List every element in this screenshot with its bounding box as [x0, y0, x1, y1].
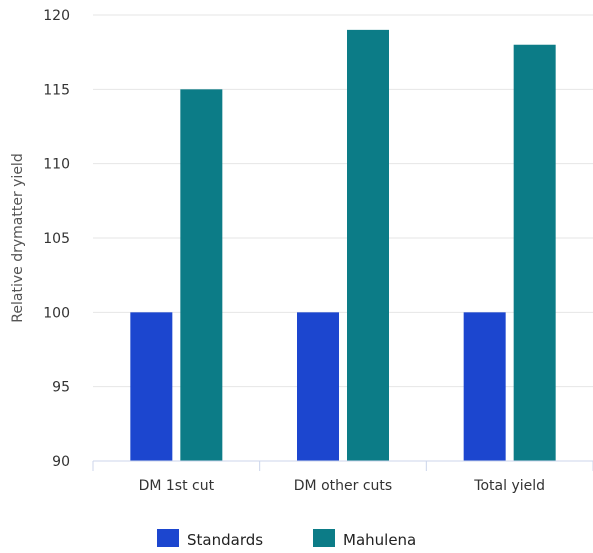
- x-tick-label: DM other cuts: [294, 478, 392, 494]
- legend[interactable]: Standards Mahulena: [157, 529, 416, 549]
- y-tick-label: 100: [43, 305, 70, 321]
- y-axis-title: Relative drymatter yield: [10, 153, 26, 322]
- legend-swatch-standards[interactable]: [157, 529, 179, 547]
- y-tick-label: 120: [43, 8, 70, 24]
- bar-mahulena-1[interactable]: [180, 89, 223, 461]
- bar-mahulena-2[interactable]: [347, 29, 389, 461]
- bar-standards-3[interactable]: [463, 312, 506, 461]
- y-tick-label: 90: [52, 454, 70, 470]
- x-axis: DM 1st cut DM other cuts Total yield: [92, 460, 593, 494]
- y-axis-ticks: 90 95 100 105 110 115 120: [43, 8, 70, 470]
- bar-mahulena-3[interactable]: [513, 44, 556, 461]
- legend-swatch-mahulena[interactable]: [313, 529, 335, 547]
- y-tick-label: 95: [52, 380, 70, 396]
- x-tick-label: Total yield: [473, 478, 545, 494]
- legend-label-standards[interactable]: Standards: [187, 531, 263, 549]
- y-tick-label: 110: [43, 157, 70, 173]
- y-tick-label: 105: [43, 231, 70, 247]
- x-tick-label: DM 1st cut: [139, 478, 215, 494]
- bars: [130, 29, 556, 461]
- bar-standards-1[interactable]: [130, 312, 173, 461]
- y-tick-label: 115: [43, 82, 70, 98]
- gridlines: [93, 14, 593, 388]
- bar-standards-2[interactable]: [297, 312, 339, 461]
- legend-label-mahulena[interactable]: Mahulena: [343, 531, 416, 549]
